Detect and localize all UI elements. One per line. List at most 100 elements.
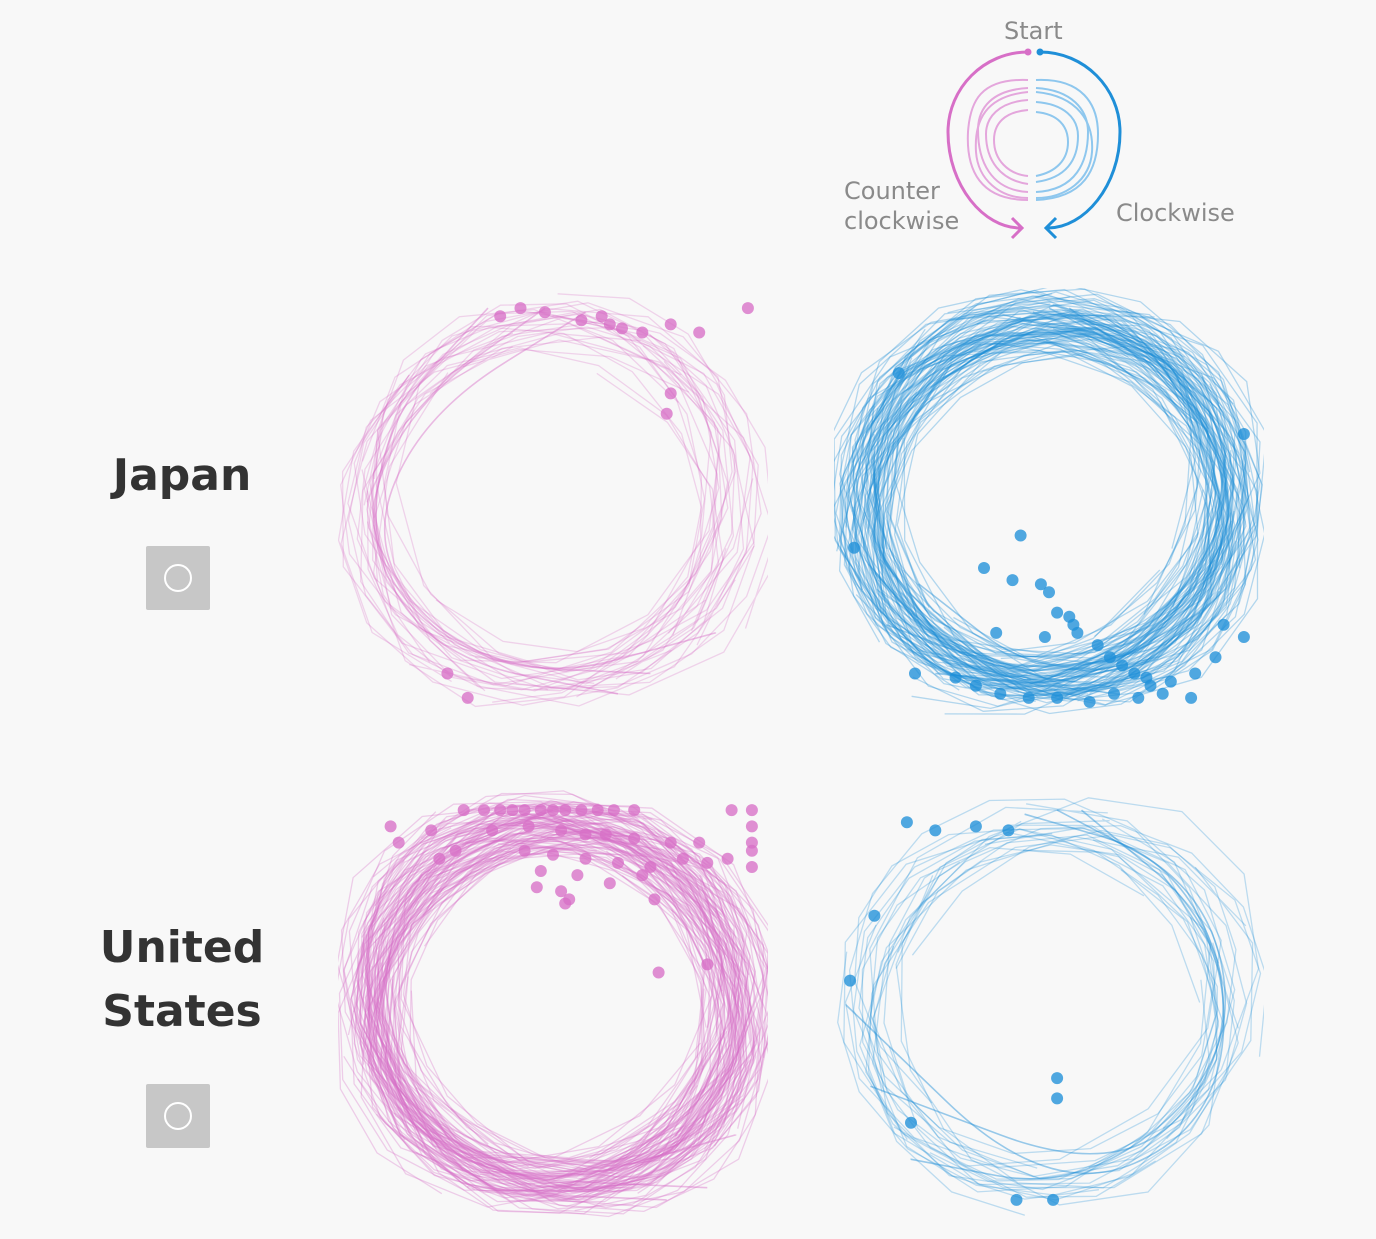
united-states-sample-button[interactable] [146, 1084, 210, 1148]
trajectory-line [863, 331, 1238, 660]
endpoint-marker [745, 861, 758, 873]
endpoint-marker [579, 828, 592, 841]
endpoint-marker [478, 804, 490, 817]
legend-clockwise-sample [1035, 78, 1100, 201]
trajectory-line [876, 293, 1245, 693]
endpoint-marker [1071, 626, 1084, 639]
counterclockwise-arrow [946, 50, 1029, 230]
trajectory-line [340, 307, 737, 687]
trajectory-line [873, 294, 1235, 695]
trajectory-line [872, 818, 1212, 1193]
trajectory-line [861, 861, 1218, 1179]
endpoint-marker [555, 885, 568, 898]
endpoint-marker [575, 804, 588, 817]
endpoint-marker [494, 310, 507, 323]
japan-counterclockwise-panel [338, 288, 768, 718]
endpoint-marker [1051, 691, 1064, 704]
trajectory-line [895, 828, 1225, 1206]
series-line-3 [385, 809, 668, 1201]
clockwise-arrowhead-icon [1043, 216, 1058, 240]
trajectory-line [372, 829, 768, 1194]
endpoint-marker [461, 691, 474, 704]
trajectory-line [374, 820, 768, 1209]
trajectory-line [373, 843, 757, 1167]
endpoint-marker [978, 562, 990, 574]
trajectory-line [380, 805, 742, 1203]
trajectory-line [362, 798, 708, 1195]
trajectory-line [866, 310, 1209, 683]
united-states-counterclockwise-chart [338, 790, 768, 1218]
trajectory-line [837, 839, 1235, 1196]
trajectory-line [384, 811, 719, 1198]
trajectory-line [869, 296, 1261, 692]
legend-start-point-counterclockwise [1024, 48, 1032, 56]
trajectory-line [372, 802, 768, 1186]
trajectory-line [834, 339, 1241, 696]
trajectory-line [375, 817, 713, 1164]
trajectory-line [338, 827, 748, 1201]
trajectory-line [863, 299, 1259, 706]
trajectory-line [386, 820, 755, 1193]
trajectory-line [870, 298, 1217, 684]
trajectory-line [871, 313, 1258, 701]
endpoint-marker [616, 322, 628, 335]
trajectory-line [381, 815, 752, 1218]
trajectory-line [359, 818, 768, 1200]
trajectory-line [382, 865, 726, 1207]
trajectory-line [836, 310, 1228, 715]
endpoint-markers [441, 302, 754, 704]
endpoint-marker [534, 804, 547, 817]
endpoint-marker [1038, 631, 1051, 643]
clockwise-arrow [1039, 50, 1122, 230]
trajectory-line [353, 361, 724, 673]
trajectory-line [372, 308, 712, 708]
trajectory-line [884, 353, 1219, 678]
trajectory-line [367, 832, 765, 1177]
endpoint-marker [1128, 667, 1141, 680]
trajectory-line [879, 351, 1243, 673]
trajectory-line [377, 801, 749, 1203]
trajectory-line [857, 343, 1228, 686]
endpoint-marker [929, 824, 942, 837]
series-lines [886, 307, 1229, 684]
trajectory-line [395, 300, 735, 685]
series-line-3 [375, 307, 717, 670]
trajectory-line [341, 326, 751, 680]
trajectory-line [410, 831, 736, 1180]
trajectory-line [355, 831, 723, 1162]
endpoint-marker [1002, 824, 1015, 837]
endpoint-marker [900, 816, 913, 829]
trajectory-line [924, 312, 1252, 715]
background-loops [338, 790, 768, 1218]
trajectory-line [405, 811, 723, 1214]
endpoint-marker [745, 844, 758, 857]
endpoint-marker [603, 318, 616, 331]
united-states-clockwise-panel [834, 790, 1264, 1220]
endpoint-marker [741, 302, 754, 315]
trajectory-line [873, 326, 1263, 678]
endpoint-marker [745, 820, 758, 833]
trajectory-line [848, 798, 1220, 1200]
trajectory-line [867, 824, 1264, 1216]
endpoint-marker [1209, 651, 1222, 664]
endpoint-marker [603, 877, 616, 890]
endpoint-marker [1237, 428, 1250, 440]
endpoint-marker [949, 671, 962, 684]
trajectory-line [340, 827, 747, 1190]
trajectory-line [848, 332, 1246, 698]
trajectory-line [850, 310, 1257, 695]
legend-start-point-clockwise [1036, 48, 1044, 56]
background-loops [338, 293, 768, 708]
endpoint-marker [693, 836, 706, 849]
trajectory-line [396, 841, 741, 1175]
trajectory-line [375, 839, 745, 1173]
endpoint-marker [486, 824, 499, 837]
trajectory-line [847, 314, 1215, 673]
endpoint-marker [522, 820, 535, 833]
endpoint-marker [990, 626, 1003, 639]
trajectory-line [866, 308, 1257, 692]
endpoint-marker [1051, 1072, 1064, 1085]
trajectory-line [865, 333, 1221, 659]
japan-sample-button[interactable] [146, 546, 210, 610]
series-line-2 [384, 311, 652, 675]
